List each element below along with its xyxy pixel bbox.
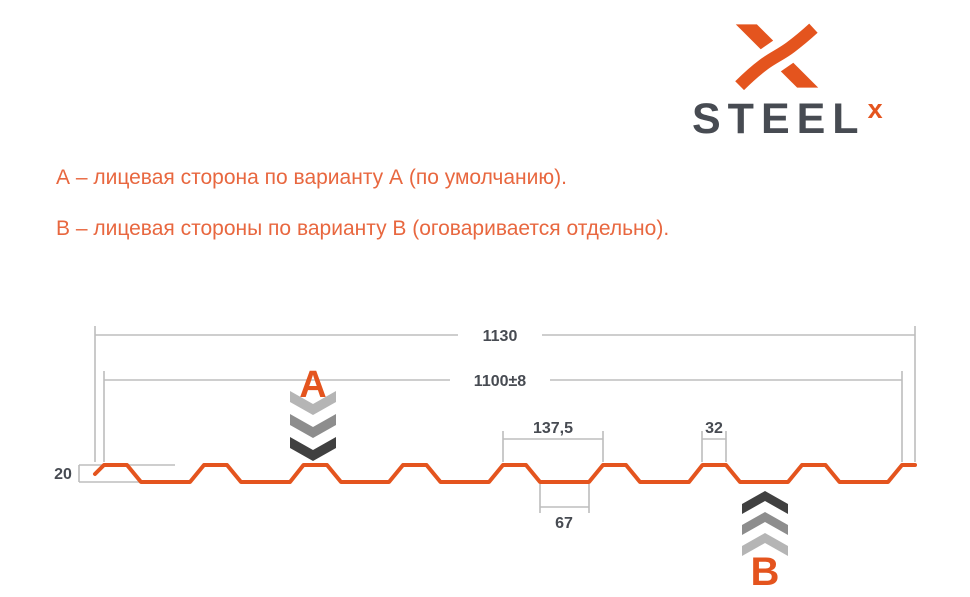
dim-working-width: 1100±8	[103, 371, 903, 462]
brand-wordmark: STEELx	[688, 95, 918, 143]
logo-arm-top-left	[735, 24, 774, 50]
face-b-marker: В	[742, 491, 788, 594]
dim-rib-top: 32	[701, 420, 727, 462]
note-variant-a: А – лицевая сторона по варианту А (по ум…	[56, 166, 567, 189]
dim-valley-value: 67	[555, 515, 573, 532]
dim-valley: 67	[539, 484, 590, 532]
sheet-profile-outline	[93, 463, 917, 484]
chevron-up-icon	[742, 491, 788, 514]
note-variant-b: В – лицевая стороны по варианту В (огова…	[56, 217, 670, 240]
dim-rib-pitch-value: 137,5	[533, 420, 573, 437]
dim-rib-top-value: 32	[705, 420, 723, 437]
steelx-logo-icon	[735, 23, 819, 90]
face-a-marker: А	[290, 364, 336, 461]
dim-height-value: 20	[54, 466, 72, 483]
dim-total-width-value: 1130	[483, 328, 518, 345]
logo-arm-bottom-right	[780, 62, 819, 88]
dim-working-width-value: 1100±8	[474, 373, 526, 390]
logo-ribbon-shape	[735, 23, 818, 90]
chevron-up-icon	[742, 512, 788, 535]
chevron-down-icon	[290, 391, 336, 415]
face-b-label: В	[751, 550, 780, 594]
dim-rib-pitch: 137,5	[502, 420, 604, 462]
chevron-up-icon	[742, 533, 788, 556]
dim-total-width: 1130	[94, 326, 916, 462]
chevron-down-icon	[290, 414, 336, 438]
brand-logo: STEELx	[688, 22, 918, 141]
brand-x-mark: x	[867, 94, 883, 125]
chevron-down-icon	[290, 437, 336, 461]
brand-name-text: STEEL	[692, 95, 866, 143]
